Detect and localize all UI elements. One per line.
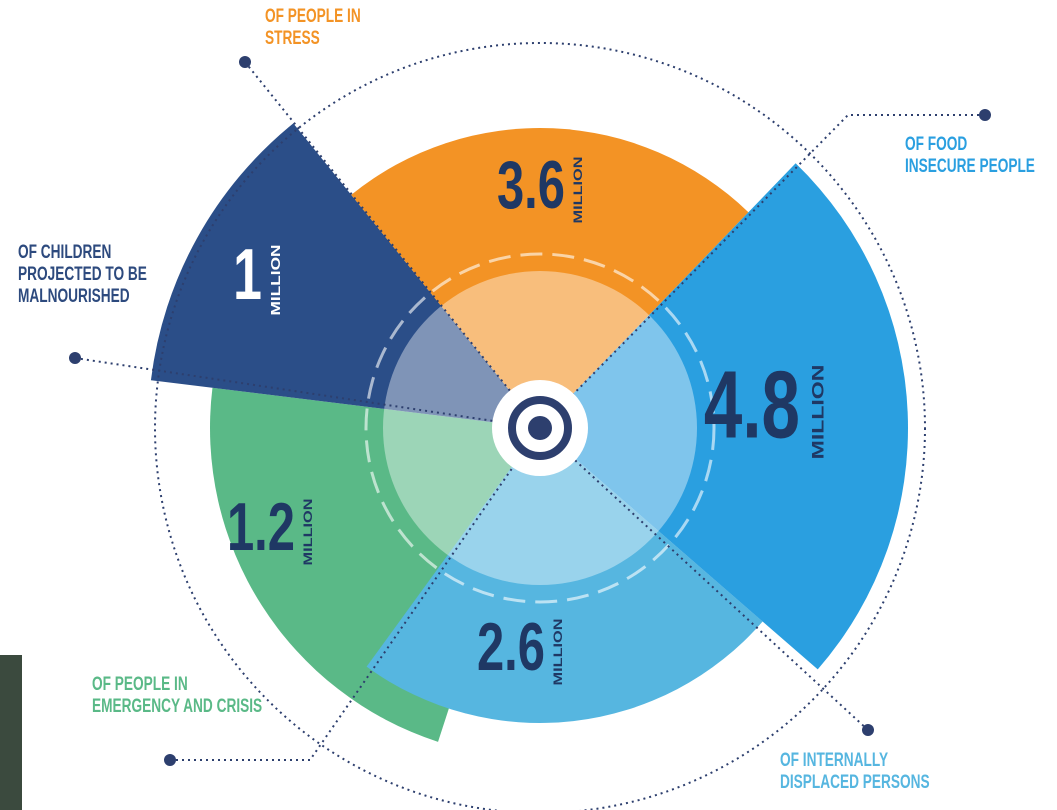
segment-label: OF PEOPLE IN — [265, 5, 361, 27]
unit: MILLION — [269, 245, 283, 316]
leader-dot — [69, 352, 81, 364]
leader-dot — [239, 56, 251, 68]
value: 1.2 — [227, 488, 295, 565]
leader-dot — [164, 754, 176, 766]
value: 3.6 — [497, 146, 565, 223]
value: 2.6 — [477, 608, 545, 685]
center-dot — [528, 416, 552, 440]
value-group: 3.6 MILLION — [497, 146, 585, 224]
unit: MILLION — [810, 365, 828, 460]
leader-dot — [862, 724, 874, 736]
segment-label: OF PEOPLE IN — [92, 673, 188, 695]
value-group: 2.6 MILLION — [477, 608, 565, 686]
segment-label: PROJECTED TO BE — [18, 263, 147, 285]
value-group: 1 MILLION — [233, 235, 283, 316]
unit: MILLION — [572, 156, 585, 223]
segment-label: MALNOURISHED — [18, 285, 130, 307]
segment-label: DISPLACED PERSONS — [780, 771, 930, 793]
value: 4.8 — [704, 350, 800, 458]
infographic: 3.6MILLIONOF PEOPLE INSTRESS4.8MILLIONOF… — [0, 0, 1057, 810]
segment-label: STRESS — [265, 27, 320, 49]
segment-label: OF INTERNALLY — [780, 749, 888, 771]
segment-label: OF FOOD — [905, 133, 967, 155]
segment-label: EMERGENCY AND CRISIS — [92, 695, 262, 717]
unit: MILLION — [302, 498, 315, 565]
value-group: 1.2 MILLION — [227, 488, 315, 566]
value-group: 4.8 MILLION — [704, 350, 828, 459]
photo-fragment — [0, 655, 22, 810]
segment-label: INSECURE PEOPLE — [905, 155, 1035, 177]
unit: MILLION — [552, 618, 565, 685]
leader-dot — [979, 109, 991, 121]
value: 1 — [233, 235, 262, 315]
segment-label: OF CHILDREN — [18, 241, 111, 263]
